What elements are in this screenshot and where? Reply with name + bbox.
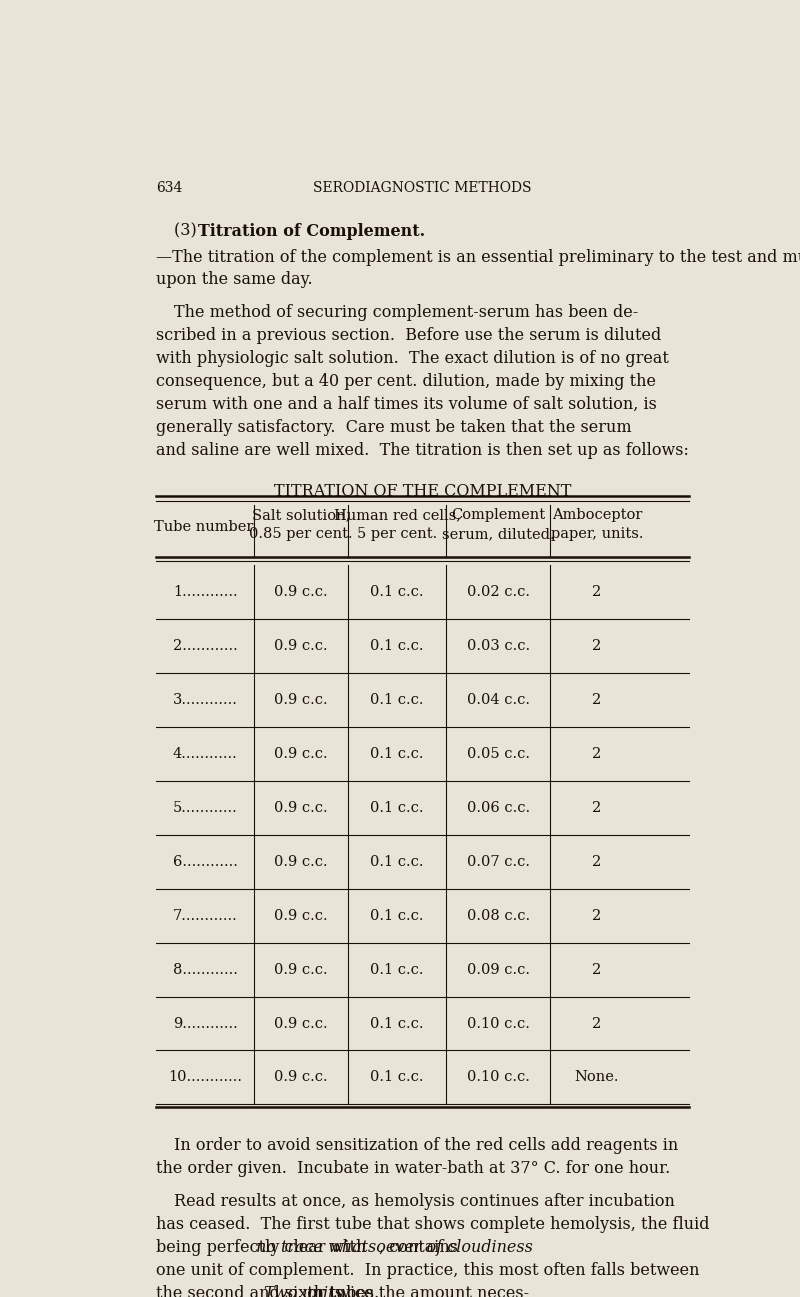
Text: 2: 2: [592, 747, 602, 761]
Text: 0.03 c.c.: 0.03 c.c.: [467, 639, 530, 652]
Text: one unit of complement.  In practice, this most often falls between: one unit of complement. In practice, thi…: [156, 1262, 699, 1279]
Text: 2: 2: [592, 585, 602, 599]
Text: 2: 2: [592, 800, 602, 815]
Text: 1............: 1............: [173, 585, 238, 599]
Text: Read results at once, as hemolysis continues after incubation: Read results at once, as hemolysis conti…: [174, 1193, 675, 1210]
Text: 0.1 c.c.: 0.1 c.c.: [370, 693, 424, 707]
Text: —The titration of the complement is an essential preliminary to the test and mus: —The titration of the complement is an e…: [156, 249, 800, 266]
Text: 0.04 c.c.: 0.04 c.c.: [467, 693, 530, 707]
Text: 2............: 2............: [173, 639, 238, 652]
Text: 2: 2: [592, 962, 602, 977]
Text: (3): (3): [174, 223, 202, 240]
Text: 0.9 c.c.: 0.9 c.c.: [274, 1017, 328, 1031]
Text: 0.1 c.c.: 0.1 c.c.: [370, 1070, 424, 1084]
Text: , or twice the amount neces-: , or twice the amount neces-: [297, 1285, 530, 1297]
Text: 7............: 7............: [173, 909, 238, 922]
Text: Two units: Two units: [264, 1285, 342, 1297]
Text: 2: 2: [592, 693, 602, 707]
Text: TITRATION OF THE COMPLEMENT: TITRATION OF THE COMPLEMENT: [274, 484, 571, 501]
Text: generally satisfactory.  Care must be taken that the serum: generally satisfactory. Care must be tak…: [156, 419, 631, 436]
Text: 4............: 4............: [173, 747, 238, 761]
Text: , contains: , contains: [379, 1239, 458, 1257]
Text: 2: 2: [592, 1017, 602, 1031]
Text: 0.9 c.c.: 0.9 c.c.: [274, 747, 328, 761]
Text: Titration of Complement.: Titration of Complement.: [198, 223, 425, 240]
Text: has ceased.  The first tube that shows complete hemolysis, the fluid: has ceased. The first tube that shows co…: [156, 1217, 710, 1233]
Text: upon the same day.: upon the same day.: [156, 271, 313, 288]
Text: Human red cells,: Human red cells,: [334, 508, 461, 523]
Text: None.: None.: [574, 1070, 619, 1084]
Text: 9............: 9............: [173, 1017, 238, 1031]
Text: no trace whatsoever of cloudiness: no trace whatsoever of cloudiness: [256, 1239, 533, 1257]
Text: consequence, but a 40 per cent. dilution, made by mixing the: consequence, but a 40 per cent. dilution…: [156, 374, 656, 390]
Text: with physiologic salt solution.  The exact dilution is of no great: with physiologic salt solution. The exac…: [156, 350, 669, 367]
Text: 0.1 c.c.: 0.1 c.c.: [370, 855, 424, 869]
Text: 0.1 c.c.: 0.1 c.c.: [370, 909, 424, 922]
Text: 0.1 c.c.: 0.1 c.c.: [370, 585, 424, 599]
Text: Amboceptor: Amboceptor: [552, 508, 642, 523]
Text: 8............: 8............: [173, 962, 238, 977]
Text: Tube number.: Tube number.: [154, 520, 256, 534]
Text: 0.1 c.c.: 0.1 c.c.: [370, 800, 424, 815]
Text: 0.08 c.c.: 0.08 c.c.: [467, 909, 530, 922]
Text: 0.85 per cent.: 0.85 per cent.: [250, 527, 353, 541]
Text: 0.1 c.c.: 0.1 c.c.: [370, 639, 424, 652]
Text: being perfectly clear with: being perfectly clear with: [156, 1239, 371, 1257]
Text: 10............: 10............: [168, 1070, 242, 1084]
Text: serum, diluted.: serum, diluted.: [442, 527, 554, 541]
Text: 0.10 c.c.: 0.10 c.c.: [467, 1017, 530, 1031]
Text: 0.1 c.c.: 0.1 c.c.: [370, 1017, 424, 1031]
Text: 5............: 5............: [173, 800, 238, 815]
Text: 0.07 c.c.: 0.07 c.c.: [467, 855, 530, 869]
Text: 0.09 c.c.: 0.09 c.c.: [467, 962, 530, 977]
Text: SERODIAGNOSTIC METHODS: SERODIAGNOSTIC METHODS: [313, 180, 532, 195]
Text: 3............: 3............: [173, 693, 238, 707]
Text: 0.9 c.c.: 0.9 c.c.: [274, 639, 328, 652]
Text: The method of securing complement-serum has been de-: The method of securing complement-serum …: [174, 305, 638, 322]
Text: and saline are well mixed.  The titration is then set up as follows:: and saline are well mixed. The titration…: [156, 442, 689, 459]
Text: 0.9 c.c.: 0.9 c.c.: [274, 800, 328, 815]
Text: 0.1 c.c.: 0.1 c.c.: [370, 747, 424, 761]
Text: 0.10 c.c.: 0.10 c.c.: [467, 1070, 530, 1084]
Text: 0.9 c.c.: 0.9 c.c.: [274, 855, 328, 869]
Text: serum with one and a half times its volume of salt solution, is: serum with one and a half times its volu…: [156, 397, 657, 414]
Text: paper, units.: paper, units.: [550, 527, 643, 541]
Text: scribed in a previous section.  Before use the serum is diluted: scribed in a previous section. Before us…: [156, 327, 661, 345]
Text: In order to avoid sensitization of the red cells add reagents in: In order to avoid sensitization of the r…: [174, 1137, 678, 1154]
Text: the second and sixth tubes.: the second and sixth tubes.: [156, 1285, 390, 1297]
Text: 0.1 c.c.: 0.1 c.c.: [370, 962, 424, 977]
Text: 634: 634: [156, 180, 182, 195]
Text: 0.05 c.c.: 0.05 c.c.: [467, 747, 530, 761]
Text: 0.9 c.c.: 0.9 c.c.: [274, 1070, 328, 1084]
Text: 0.9 c.c.: 0.9 c.c.: [274, 585, 328, 599]
Text: 2: 2: [592, 909, 602, 922]
Text: 0.9 c.c.: 0.9 c.c.: [274, 909, 328, 922]
Text: Salt solution,: Salt solution,: [252, 508, 350, 523]
Text: 0.06 c.c.: 0.06 c.c.: [467, 800, 530, 815]
Text: 5 per cent.: 5 per cent.: [357, 527, 437, 541]
Text: 0.9 c.c.: 0.9 c.c.: [274, 962, 328, 977]
Text: the order given.  Incubate in water-bath at 37° C. for one hour.: the order given. Incubate in water-bath …: [156, 1161, 670, 1178]
Text: 2: 2: [592, 639, 602, 652]
Text: Complement: Complement: [451, 508, 546, 523]
Text: 0.9 c.c.: 0.9 c.c.: [274, 693, 328, 707]
Text: 6............: 6............: [173, 855, 238, 869]
Text: 2: 2: [592, 855, 602, 869]
Text: 0.02 c.c.: 0.02 c.c.: [467, 585, 530, 599]
